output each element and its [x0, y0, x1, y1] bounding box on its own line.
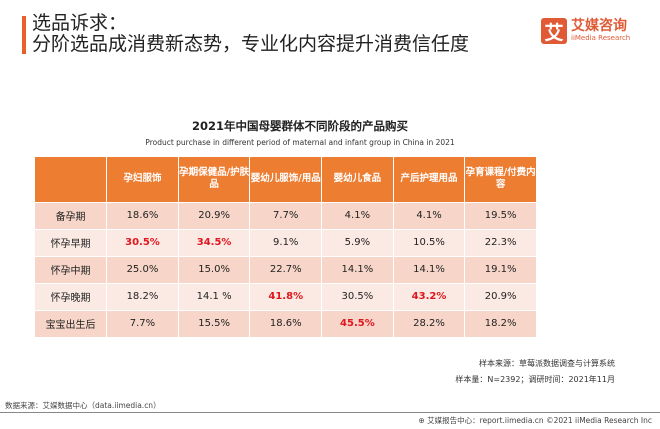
- value-cell: 22.7%: [249, 255, 323, 283]
- value-cell: 14.1%: [321, 255, 394, 283]
- title-accent-bar: [22, 16, 26, 54]
- corner-cell: [35, 157, 108, 202]
- value-cell: 34.5%: [178, 228, 251, 256]
- value-cell: 7.7%: [106, 309, 179, 337]
- title-line-1: 选品诉求：: [32, 12, 128, 34]
- logo-mark: 艾: [541, 18, 567, 44]
- value-cell: 4.1%: [393, 201, 466, 229]
- data-table: 孕妇服饰 孕期保健品/护肤品 婴幼儿服饰/用品 婴幼儿食品 产后护理用品 孕育课程/付费内…: [35, 157, 537, 337]
- data-source: 数据来源：艾媒数据中心（data.iimedia.cn）: [5, 401, 161, 410]
- footer-report: ⊕ 艾媒报告中心：report.iimedia.cn ©2021 iiMedia…: [418, 415, 652, 426]
- value-cell: 30.5%: [106, 228, 179, 256]
- title-line-2: 分阶选品成消费新态势，专业化内容提升消费信任度: [32, 33, 470, 55]
- value-cell: 28.2%: [393, 309, 466, 337]
- row-label: 怀孕晚期: [35, 282, 108, 310]
- value-cell: 41.8%: [249, 282, 323, 310]
- table-header-row: 孕妇服饰 孕期保健品/护肤品 婴幼儿服饰/用品 婴幼儿食品 产后护理用品 孕育课程/付费内…: [35, 157, 537, 202]
- value-cell: 25.0%: [106, 255, 179, 283]
- value-cell: 7.7%: [249, 201, 323, 229]
- table-title: 2021年中国母婴群体不同阶段的产品购买: [191, 119, 408, 133]
- table-row: 宝宝出生后 7.7% 15.5% 18.6% 45.5% 28.2% 18.2%: [35, 309, 537, 337]
- column-header: 孕育课程/付费内容: [464, 157, 537, 202]
- column-header: 婴幼儿食品: [321, 157, 394, 202]
- sample-source: 样本来源：草莓派数据调查与计算系统: [479, 359, 615, 368]
- value-cell: 14.1 %: [178, 282, 251, 310]
- column-header: 婴幼儿服饰/用品: [249, 157, 323, 202]
- row-label: 怀孕早期: [35, 228, 108, 256]
- table-row: 备孕期 18.6% 20.9% 7.7% 4.1% 4.1% 19.5%: [35, 201, 537, 229]
- value-cell: 4.1%: [321, 201, 394, 229]
- value-cell: 22.3%: [464, 228, 537, 256]
- table-row: 怀孕中期 25.0% 15.0% 22.7% 14.1% 14.1% 19.1%: [35, 255, 537, 283]
- value-cell: 43.2%: [393, 282, 466, 310]
- value-cell: 10.5%: [393, 228, 466, 256]
- sample-size: 样本量：N=2392；调研时间：2021年11月: [455, 375, 615, 384]
- row-label: 备孕期: [35, 201, 108, 229]
- row-label: 宝宝出生后: [35, 309, 108, 337]
- value-cell: 45.5%: [321, 309, 394, 337]
- logo-name-en: iiMedia Research: [571, 34, 631, 42]
- footer-divider: [0, 412, 660, 413]
- value-cell: 15.0%: [178, 255, 251, 283]
- value-cell: 9.1%: [249, 228, 323, 256]
- table-row: 怀孕早期 30.5% 34.5% 9.1% 5.9% 10.5% 22.3%: [35, 228, 537, 256]
- row-label: 怀孕中期: [35, 255, 108, 283]
- report-link: 艾媒报告中心：report.iimedia.cn ©2021 iiMedia R…: [427, 416, 652, 425]
- column-header: 孕妇服饰: [106, 157, 179, 202]
- column-header: 产后护理用品: [393, 157, 466, 202]
- value-cell: 19.1%: [464, 255, 537, 283]
- logo-name-cn: 艾媒咨询: [571, 18, 627, 34]
- value-cell: 18.6%: [249, 309, 323, 337]
- value-cell: 18.2%: [464, 309, 537, 337]
- value-cell: 15.5%: [178, 309, 251, 337]
- value-cell: 20.9%: [464, 282, 537, 310]
- page-title: 选品诉求： 分阶选品成消费新态势，专业化内容提升消费信任度: [32, 13, 469, 55]
- table-row: 怀孕晚期 18.2% 14.1 % 41.8% 30.5% 43.2% 20.9%: [35, 282, 537, 310]
- column-header: 孕期保健品/护肤品: [178, 157, 251, 202]
- value-cell: 18.6%: [106, 201, 179, 229]
- value-cell: 20.9%: [178, 201, 251, 229]
- globe-icon: ⊕: [418, 416, 428, 425]
- value-cell: 19.5%: [464, 201, 537, 229]
- value-cell: 14.1%: [393, 255, 466, 283]
- logo: 艾 艾媒咨询 iiMedia Research: [541, 18, 630, 44]
- table-subtitle: Product purchase in different period of …: [145, 138, 455, 147]
- value-cell: 30.5%: [321, 282, 394, 310]
- value-cell: 5.9%: [321, 228, 394, 256]
- value-cell: 18.2%: [106, 282, 179, 310]
